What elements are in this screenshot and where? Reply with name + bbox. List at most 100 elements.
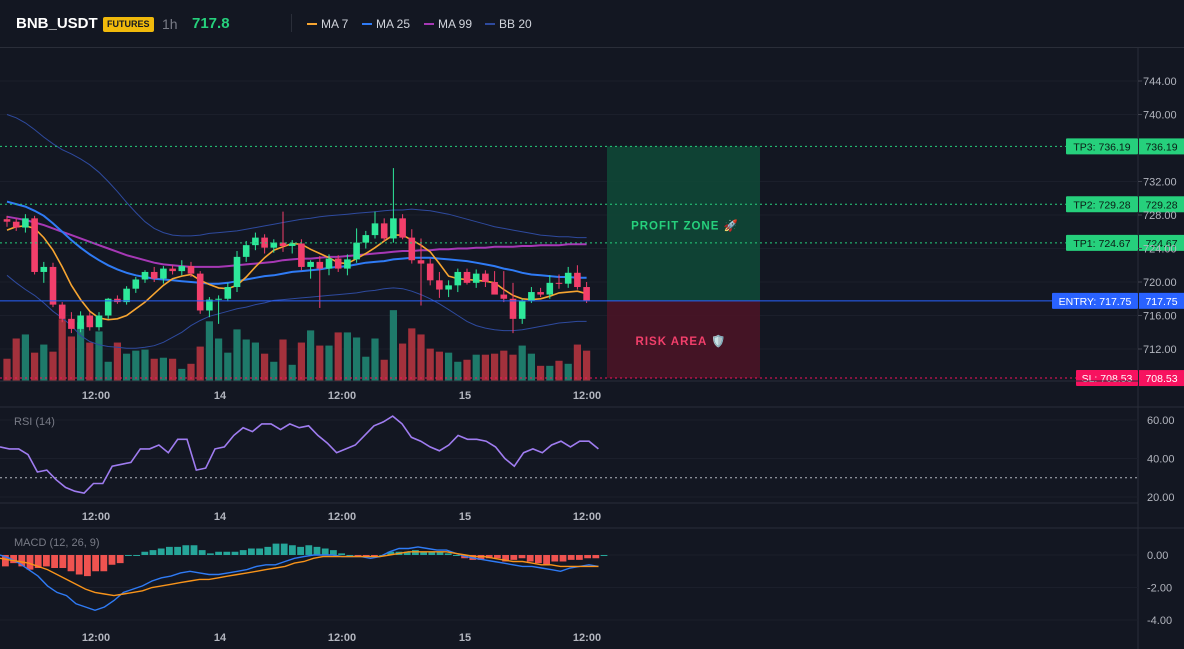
tp2-label: TP2: 729.28 <box>1073 199 1130 211</box>
macd-histogram-bar <box>149 550 157 555</box>
macd-histogram-bar <box>305 545 313 555</box>
candle-body <box>482 273 489 282</box>
volume-bar <box>564 363 572 381</box>
candle-body <box>518 300 526 319</box>
candle-body <box>546 282 554 295</box>
candle-body <box>104 298 112 316</box>
chart-header: BNB_USDT FUTURES 1h 717.8 MA 7 MA 25 MA … <box>0 0 1184 48</box>
volume-bar <box>288 364 296 381</box>
time-tick-label: 12:00 <box>82 390 110 402</box>
candle-body <box>472 273 480 283</box>
bb-lower-line <box>6 274 587 349</box>
macd-histogram-bar <box>133 555 140 556</box>
volume-bar <box>21 334 29 381</box>
price-tick-label: 716.00 <box>1143 311 1177 323</box>
volume-bar <box>95 331 103 381</box>
candle-body <box>390 218 397 239</box>
legend-ma99[interactable]: MA 99 <box>424 17 472 31</box>
candle-body <box>371 223 379 236</box>
candle-body <box>141 271 149 280</box>
volume-bar <box>463 359 471 381</box>
legend-ma25[interactable]: MA 25 <box>362 17 410 31</box>
macd-histogram-bar <box>166 546 173 555</box>
volume-bar <box>426 348 434 381</box>
candle-body <box>574 272 581 288</box>
volume-bar <box>113 342 121 381</box>
candle-body <box>509 298 517 319</box>
macd-signal-line <box>0 551 599 597</box>
candle-body <box>353 242 360 260</box>
volume-bar <box>454 361 462 381</box>
legend-ma7[interactable]: MA 7 <box>307 17 348 31</box>
macd-histogram-bar <box>600 555 608 556</box>
macd-histogram-bar <box>354 555 362 557</box>
symbol-title[interactable]: BNB_USDT <box>16 15 98 32</box>
macd-histogram-bar <box>436 551 444 555</box>
macd-histogram-bar <box>485 555 493 559</box>
candle-body <box>58 304 66 319</box>
time-tick-label: 12:00 <box>328 390 356 402</box>
volume-bar <box>178 368 186 381</box>
price-tick-label: 724.00 <box>1143 244 1177 256</box>
volume-bar <box>40 344 48 381</box>
macd-histogram-bar <box>67 555 75 572</box>
macd-histogram-bar <box>174 546 181 555</box>
candle-body <box>196 273 204 311</box>
macd-title: MACD (12, 26, 9) <box>14 537 100 549</box>
macd-histogram-bar <box>198 550 206 555</box>
candle-body <box>252 237 259 246</box>
rsi-title: RSI (14) <box>14 416 55 428</box>
timeframe-selector[interactable]: 1h <box>162 16 178 32</box>
macd-histogram-bar <box>543 555 550 565</box>
volume-bar <box>343 332 351 381</box>
volume-bar <box>58 319 66 381</box>
candle-body <box>77 315 84 329</box>
price-tick-label: 712.00 <box>1143 344 1177 356</box>
price-tick-label: 728.00 <box>1143 210 1177 222</box>
rsi-time-tick-label: 12:00 <box>573 511 601 523</box>
macd-histogram-bar <box>313 546 321 555</box>
macd-line <box>0 546 599 612</box>
macd-histogram-bar <box>248 548 255 555</box>
macd-histogram-bar <box>420 551 427 555</box>
candle-body <box>380 223 388 239</box>
price-tick-label: 732.00 <box>1143 177 1177 189</box>
volume-bar <box>297 342 305 381</box>
macd-histogram-bar <box>231 551 239 555</box>
sl-label: SL: 708.53 <box>1082 373 1133 385</box>
macd-histogram-bar <box>453 555 460 556</box>
macd-histogram-bar <box>59 555 67 568</box>
volume-bar <box>362 356 370 381</box>
volume-bar <box>169 358 177 381</box>
macd-time-tick-label: 12:00 <box>573 632 601 644</box>
candle-body <box>417 260 425 264</box>
volume-bar <box>196 346 204 381</box>
volume-bar <box>77 322 85 381</box>
macd-histogram-bar <box>502 555 509 562</box>
macd-histogram-bar <box>567 555 575 560</box>
macd-histogram-bar <box>362 555 370 557</box>
candle-body <box>555 282 563 284</box>
tp3-price-box <box>1139 138 1184 155</box>
macd-histogram-bar <box>412 550 419 555</box>
macd-histogram-bar <box>18 555 26 567</box>
volume-bar <box>31 352 39 381</box>
macd-histogram-bar <box>92 555 99 572</box>
candle-body <box>426 263 434 281</box>
price-tick-label: 740.00 <box>1143 110 1177 122</box>
volume-bar <box>215 338 223 381</box>
volume-bar <box>371 338 379 381</box>
macd-histogram-bar <box>576 555 583 560</box>
volume-bar <box>205 321 213 381</box>
volume-bar <box>583 350 591 381</box>
candle-body <box>150 271 158 279</box>
entry-label: ENTRY: 717.75 <box>1059 296 1132 308</box>
rsi-time-tick-label: 14 <box>214 511 227 523</box>
legend-bb20[interactable]: BB 20 <box>485 17 532 31</box>
candle-body <box>445 285 452 290</box>
time-tick-label: 14 <box>214 390 227 402</box>
tp3-label-box <box>1066 138 1138 155</box>
volume-bar <box>518 345 526 381</box>
volume-bar <box>527 353 535 381</box>
